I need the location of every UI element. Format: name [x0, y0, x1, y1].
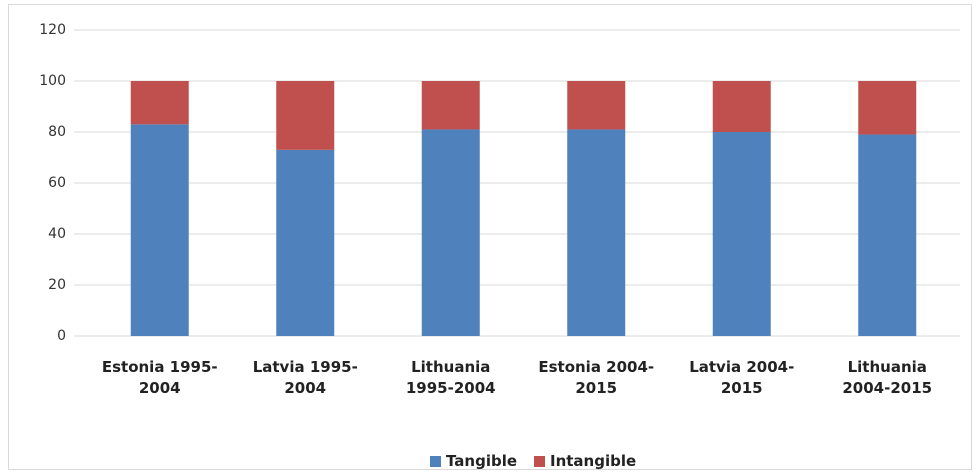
x-tick-label: Lithuania 2004-2015 — [842, 358, 933, 397]
legend-label: Intangible — [550, 452, 637, 470]
legend-label: Tangible — [446, 452, 518, 470]
chart-border — [8, 4, 972, 470]
x-tick-label: Lithuania 1995-2004 — [405, 358, 496, 397]
bar-segment — [858, 134, 917, 336]
y-tick-label: 40 — [48, 226, 66, 242]
x-tick-label: Latvia 1995-2004 — [252, 358, 358, 397]
bar-segment — [130, 124, 189, 336]
y-tick-label: 80 — [48, 124, 66, 140]
y-tick-label: 0 — [57, 328, 66, 344]
bar-segment — [858, 81, 917, 135]
bar-segment — [712, 81, 771, 132]
legend-item: Tangible — [430, 452, 517, 470]
x-tick-label: Estonia 2004-2015 — [538, 358, 655, 397]
bar-segment — [276, 81, 335, 150]
legend-swatch — [430, 455, 441, 467]
y-tick-label: 120 — [39, 22, 66, 38]
bar-segment — [130, 81, 189, 125]
legend-swatch — [534, 455, 545, 467]
bar-segment — [567, 129, 626, 336]
bar-segment — [712, 132, 771, 336]
bar-segment — [421, 81, 480, 130]
x-tick-label: Latvia 2004-2015 — [689, 358, 795, 397]
y-tick-label: 20 — [48, 277, 66, 293]
legend-item: Intangible — [534, 452, 636, 470]
bar-segment — [421, 129, 480, 336]
x-tick-label: Estonia 1995-2004 — [101, 358, 218, 397]
bar-segment — [276, 149, 335, 336]
y-tick-label: 100 — [39, 73, 66, 89]
bar-segment — [567, 81, 626, 130]
y-tick-label: 60 — [48, 175, 66, 191]
